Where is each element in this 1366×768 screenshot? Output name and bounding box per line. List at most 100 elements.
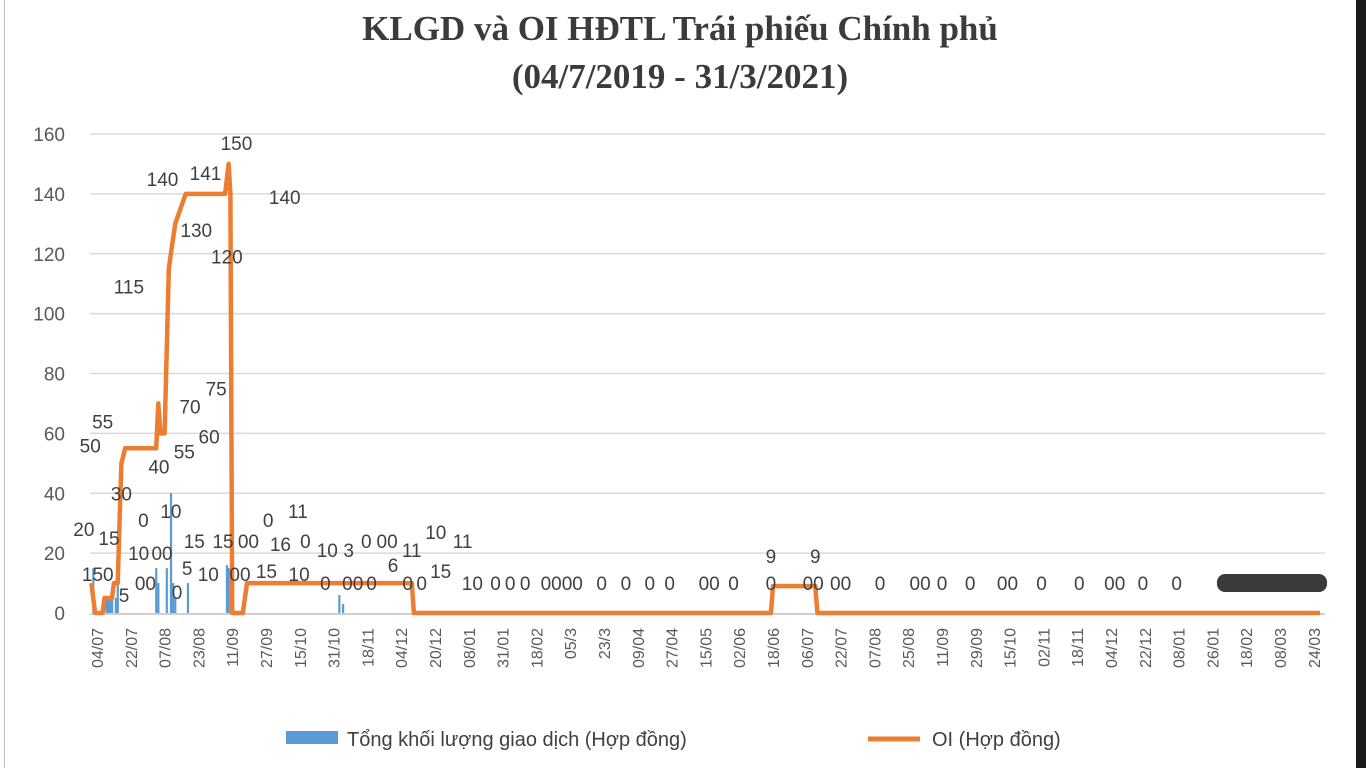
data-label: 0	[416, 574, 427, 595]
x-tick-label: 24/03	[1307, 628, 1324, 668]
data-label: 15	[256, 562, 277, 583]
data-label: 00	[342, 574, 363, 595]
volume-bar	[341, 604, 345, 613]
legend: Tổng khối lượng giao dịch (Hợp đồng) OI …	[286, 729, 1061, 751]
data-label: 115	[114, 278, 144, 299]
volume-bar	[169, 493, 173, 613]
data-label: 0	[402, 574, 413, 595]
data-label: 11	[288, 502, 308, 523]
x-tick-label: 05/3	[563, 628, 580, 659]
volume-bars	[92, 493, 345, 613]
y-tick-label: 0	[54, 604, 65, 625]
data-label: 10	[317, 541, 338, 562]
data-label: 140	[269, 188, 301, 209]
x-tick-label: 31/01	[496, 628, 513, 668]
x-tick-label: 18/06	[766, 628, 783, 668]
data-label: 15	[212, 532, 233, 553]
data-label: 00	[229, 565, 250, 586]
legend-volume-swatch	[286, 731, 338, 744]
data-label: 140	[147, 170, 179, 191]
x-tick-label: 18/02	[529, 628, 546, 668]
x-tick-label: 04/12	[394, 628, 411, 668]
x-tick-label: 08/03	[1273, 628, 1290, 668]
data-label: 0	[300, 532, 311, 553]
data-label: 5	[182, 559, 193, 580]
data-label: 70	[179, 397, 200, 418]
data-label: 0	[361, 532, 372, 553]
data-label: 00	[151, 544, 172, 565]
volume-bar	[338, 595, 341, 613]
oi-line	[89, 161, 1321, 616]
x-tick-label: 29/09	[969, 628, 986, 668]
x-tick-label: 23/08	[191, 628, 208, 668]
x-tick-label: 22/12	[1138, 628, 1155, 668]
data-label: 0	[366, 574, 377, 595]
data-label: 10	[198, 565, 219, 586]
data-label: 9	[810, 547, 821, 568]
data-label: 20	[73, 520, 94, 541]
x-tick-label: 07/08	[867, 628, 884, 668]
x-tick-label: 15/10	[293, 628, 310, 668]
data-label: 0	[728, 574, 739, 595]
data-label: 0	[766, 574, 777, 595]
data-label: 10	[289, 565, 310, 586]
chart-title: KLGD và OI HĐTL Trái phiếu Chính phủ	[362, 9, 998, 48]
legend-oi-label: OI (Hợp đồng)	[932, 729, 1061, 751]
x-tick-label: 18/11	[360, 628, 377, 667]
x-tick-label: 27/09	[259, 628, 276, 668]
volume-bar	[107, 598, 110, 613]
data-label: 00	[803, 574, 824, 595]
data-label: 9	[766, 547, 777, 568]
data-label: 0	[937, 574, 948, 595]
data-label: 0	[172, 583, 183, 604]
data-label: 6	[388, 556, 399, 577]
data-label: 30	[111, 484, 132, 505]
x-tick-label: 08/01	[1172, 628, 1189, 668]
data-label: 00	[997, 574, 1018, 595]
volume-bar	[227, 568, 230, 613]
data-label: 60	[199, 427, 220, 448]
x-tick-label: 06/07	[800, 628, 817, 668]
x-tick-label: 22/07	[124, 628, 141, 668]
data-label: 0	[138, 511, 149, 532]
y-tick-label: 20	[44, 544, 65, 565]
volume-bar	[186, 583, 190, 613]
data-label: 150	[221, 134, 253, 155]
y-tick-label: 40	[44, 484, 65, 505]
data-label: 16	[270, 535, 291, 556]
y-tick-label: 120	[33, 245, 65, 266]
data-label: 0000	[541, 574, 583, 595]
data-label: 10	[462, 574, 483, 595]
data-label: 141	[190, 164, 222, 185]
data-label: 120	[211, 248, 243, 269]
x-tick-label: 04/07	[90, 628, 107, 668]
x-tick-label: 11/09	[225, 628, 242, 667]
y-tick-label: 60	[44, 424, 65, 445]
x-tick-label: 02/11	[1036, 628, 1053, 667]
x-tick-label: 18/02	[1239, 628, 1256, 668]
y-axis: 0 20 40 60 80 100 120 140 160	[33, 125, 65, 625]
volume-bar	[172, 583, 175, 613]
oi-series-line	[89, 161, 1321, 616]
data-label: 10	[128, 544, 149, 565]
data-label: 5	[119, 586, 130, 607]
volume-bar	[114, 598, 117, 613]
data-label: 11	[402, 541, 422, 562]
data-label: 0	[505, 574, 516, 595]
x-tick-label: 18/11	[1070, 628, 1087, 667]
window-edge-left	[4, 0, 5, 768]
x-tick-label: 02/06	[732, 628, 749, 668]
x-tick-label: 27/04	[665, 628, 682, 668]
overlapping-labels-cluster	[1217, 574, 1327, 592]
data-label: 0	[263, 511, 274, 532]
data-label: 15	[430, 562, 451, 583]
data-label: 10	[425, 523, 446, 544]
data-label: 00	[238, 532, 259, 553]
volume-bar	[105, 598, 108, 613]
window-edge-right	[1356, 0, 1366, 768]
data-label: 0	[621, 574, 632, 595]
data-label: 0	[490, 574, 501, 595]
x-tick-label: 15/10	[1003, 628, 1020, 668]
data-label: 10	[160, 502, 181, 523]
data-label: 75	[206, 379, 227, 400]
